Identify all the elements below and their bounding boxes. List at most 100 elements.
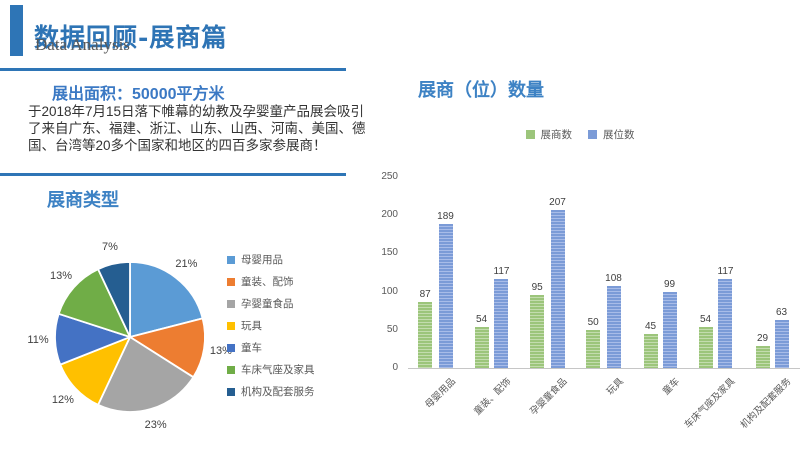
bar-value-label: 54 — [475, 313, 488, 325]
bar-column: 117 — [717, 177, 734, 368]
pie-legend-marker-icon — [227, 255, 235, 264]
bar-group-0: 87 189 — [408, 177, 464, 368]
pie-legend-label: 玩具 — [241, 320, 262, 332]
bar-legend-marker-icon — [525, 130, 535, 139]
pie-slice-0 — [129, 261, 204, 338]
pie-legend-label: 童装、配饰 — [241, 276, 294, 288]
bar-展位数-6 — [774, 319, 789, 368]
bar-group-3: 50 108 — [576, 177, 632, 368]
pie-slice-label-4: 11% — [27, 333, 49, 346]
bar-y-axis: 0 50 100 150 200 250 — [356, 171, 398, 373]
pie-slice-label-6: 7% — [101, 241, 118, 254]
bar-column: 54 — [698, 177, 713, 368]
x-category-label: 孕婴童食品 — [528, 376, 570, 418]
pie-slice-label-1: 13% — [209, 345, 232, 358]
bar-group-5: 54 117 — [688, 177, 744, 368]
bar-column: 207 — [549, 177, 566, 368]
pie-legend-item: 玩具 — [227, 318, 315, 333]
y-tick-label: 250 — [381, 171, 398, 182]
pie-legend-marker-icon — [227, 321, 235, 330]
bar-value-label: 29 — [756, 332, 769, 344]
bar-value-label: 99 — [663, 279, 676, 291]
x-category-label: 玩具 — [604, 376, 626, 398]
pie-legend-marker-icon — [227, 277, 235, 286]
bar-展商数-5 — [698, 326, 713, 368]
pie-slice-1 — [129, 317, 206, 379]
pie-legend-marker-icon — [227, 343, 235, 352]
bar-x-axis: 母婴用品 童装、配饰 孕婴童食品 玩具 童车 车床气座及家具 机构及配套服务 — [408, 369, 800, 452]
pie-slice-6 — [97, 261, 131, 338]
bar-legend-marker-icon — [588, 130, 597, 139]
pie-slice-label-2: 23% — [144, 419, 167, 432]
pie-legend-label: 童车 — [241, 342, 262, 354]
bar-group-6: 29 63 — [744, 177, 800, 368]
bar-展商数-0 — [418, 301, 433, 368]
bar-column: 99 — [662, 177, 677, 368]
pie-legend-item: 孕婴童食品 — [227, 296, 315, 311]
y-tick-label: 0 — [392, 362, 398, 373]
bar-展位数-5 — [718, 278, 733, 368]
y-tick-label: 200 — [381, 209, 398, 221]
bar-value-label: 87 — [419, 288, 431, 300]
pie-slice-5 — [57, 268, 131, 338]
bar-chart-legend: 展商数 展位数 — [390, 127, 770, 142]
pie-legend-item: 童装、配饰 — [227, 274, 315, 289]
bar-展商数-6 — [755, 345, 770, 368]
pie-legend: 母婴用品童装、配饰孕婴童食品玩具童车车床气座及家具 机构及配套服务 — [227, 252, 315, 406]
pie-slice-label-0: 21% — [175, 258, 198, 271]
bar-value-label: 117 — [717, 265, 734, 277]
bar-展位数-0 — [438, 223, 453, 368]
pie-legend-label: 孕婴童食品 — [241, 298, 294, 310]
bar-value-label: 207 — [549, 196, 566, 208]
y-tick-label: 150 — [381, 247, 398, 259]
bar-展商数-2 — [530, 295, 545, 368]
x-category-label: 机构及配套服务 — [739, 376, 794, 431]
pie-legend-label: 母婴用品 — [241, 254, 283, 266]
exhibit-area-heading: 展出面积：50000平方米 — [52, 86, 225, 103]
bar-column: 54 — [474, 177, 489, 368]
y-tick-label: 50 — [386, 323, 398, 335]
x-category-label: 车床气座及家具 — [683, 376, 738, 431]
bar-value-label: 54 — [699, 313, 712, 325]
bar-展位数-4 — [662, 292, 677, 368]
pie-legend-label: 车床气座及家具 — [241, 364, 315, 376]
pie-chart-title: 展商类型 — [47, 190, 119, 210]
bar-column: 95 — [530, 177, 545, 368]
page-subtitle: Data Analysis — [35, 35, 130, 54]
bar-value-label: 95 — [531, 282, 543, 294]
pie-chart-svg — [54, 261, 206, 413]
bar-column: 87 — [418, 177, 433, 368]
bar-legend-item: 展位数 — [588, 127, 635, 142]
bar-legend-label: 展位数 — [603, 129, 635, 141]
bar-column: 29 — [755, 177, 770, 368]
pie-slice-label-5: 13% — [49, 270, 72, 283]
bar-group-1: 54 117 — [464, 177, 520, 368]
bar-展商数-3 — [586, 329, 601, 368]
title-accent-bar — [10, 5, 23, 56]
y-tick-label: 100 — [381, 285, 398, 297]
x-category-label: 童车 — [660, 376, 682, 398]
bar-column: 63 — [774, 177, 789, 368]
bar-展位数-1 — [494, 278, 509, 368]
bar-chart-title: 展商（位）数量 — [418, 80, 544, 100]
bar-legend-item: 展商数 — [525, 127, 572, 142]
pie-legend-marker-icon — [227, 299, 235, 308]
page-title: 数据回顾-展商篇 — [34, 22, 228, 52]
pie-chart-area: 21% 13% 23% 12% 11% 13% 7% — [0, 225, 380, 452]
pie-legend-item: 机构及配套服务 — [227, 384, 315, 399]
pie-legend-marker-icon — [227, 387, 235, 396]
bar-展位数-2 — [550, 209, 565, 368]
bar-column: 108 — [605, 177, 622, 368]
pie-legend-item: 母婴用品 — [227, 252, 315, 267]
intro-paragraph: 于2018年7月15日落下帷幕的幼教及孕婴童产品展会吸引了来自广东、福建、浙江、… — [28, 104, 366, 153]
header-divider-line — [0, 68, 346, 71]
bar-column: 45 — [643, 177, 658, 368]
bar-plot-area: 87 189 54 117 95 207 50 108 45 99 54 117 29 63 — [408, 177, 800, 369]
bar-value-label: 50 — [587, 316, 599, 328]
pie-legend-label: 机构及配套服务 — [241, 386, 315, 398]
x-category-label: 童装、配饰 — [472, 376, 514, 418]
bar-group-2: 95 207 — [520, 177, 576, 368]
section-divider-line — [0, 173, 346, 176]
x-category-label: 母婴用品 — [423, 376, 458, 411]
bar-value-label: 108 — [605, 272, 622, 284]
